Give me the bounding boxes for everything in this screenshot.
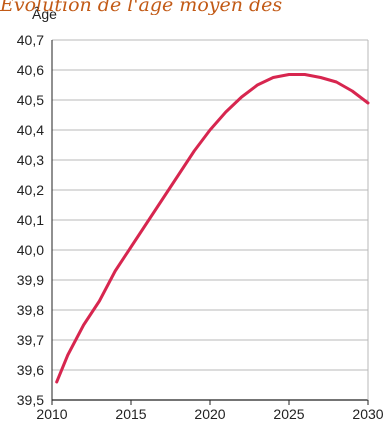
y-tick-label: 40,3 (17, 152, 44, 168)
y-tick-label: 40,2 (17, 182, 44, 198)
y-tick-label: 40,7 (17, 32, 44, 48)
y-tick-label: 40,5 (17, 92, 44, 108)
y-tick-label: 40,4 (17, 122, 44, 138)
y-axis-unit-label: Âge (32, 6, 57, 22)
x-tick-label: 2015 (115, 406, 146, 422)
series-group (55, 73, 370, 384)
x-tick-labels: 2010 2015 2020 2025 2030 (36, 406, 383, 422)
series-line (55, 73, 370, 384)
y-tick-label: 39,6 (17, 362, 44, 378)
x-tick-label: 2010 (36, 406, 67, 422)
grid-lines (52, 39, 368, 371)
y-tick-label: 39,7 (17, 332, 44, 348)
x-tick-label: 2025 (273, 406, 304, 422)
chart-title-fragment: Évolution de l'âge moyen des (0, 0, 283, 15)
y-tick-labels: 39,5 39,6 39,7 39,8 39,9 40,0 40,1 40,2 40,3 40,4… (17, 32, 44, 408)
y-tick-label: 39,9 (17, 272, 44, 288)
x-tick-label: 2020 (194, 406, 225, 422)
y-tick-label: 39,5 (17, 392, 44, 408)
y-tick-label: 40,0 (17, 242, 44, 258)
y-tick-label: 39,8 (17, 302, 44, 318)
x-tick-label: 2030 (352, 406, 383, 422)
y-tick-label: 40,6 (17, 62, 44, 78)
y-tick-label: 40,1 (17, 212, 44, 228)
axes (51, 40, 369, 405)
